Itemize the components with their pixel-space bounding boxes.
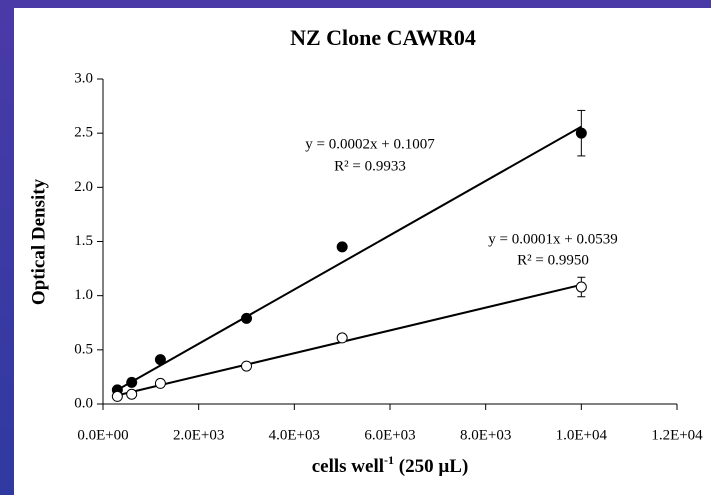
x-tick-label: 2.0E+03 — [173, 427, 224, 443]
x-tick-label: 6.0E+03 — [364, 427, 415, 443]
point — [154, 354, 166, 366]
point — [575, 281, 587, 293]
y-tick-label: 1.0 — [74, 287, 93, 303]
y-tick-label: 3.0 — [74, 70, 93, 86]
trendline — [116, 125, 582, 391]
y-tick-label: 0.0 — [74, 395, 93, 411]
chart-title: NZ Clone CAWR04 — [290, 25, 476, 50]
annotation: y = 0.0001x + 0.0539 — [488, 231, 617, 247]
y-tick-label: 0.5 — [74, 341, 93, 357]
point — [111, 390, 123, 402]
point — [241, 360, 252, 372]
x-axis-label: cells well-1 (250 µL) — [312, 453, 469, 478]
y-tick-label: 1.5 — [74, 233, 93, 249]
annotation: R² = 0.9950 — [517, 252, 589, 268]
x-tick-label: 8.0E+03 — [460, 427, 511, 443]
x-tick-label: 4.0E+03 — [269, 427, 320, 443]
point — [575, 127, 587, 139]
point — [126, 388, 138, 400]
x-tick-label: 1.0E+04 — [556, 427, 608, 443]
trendline — [117, 283, 582, 397]
y-tick-label: 2.0 — [74, 179, 93, 195]
y-axis-label: Optical Density — [28, 178, 49, 305]
x-tick-label: 1.2E+04 — [651, 427, 703, 443]
point — [336, 332, 348, 344]
annotation: R² = 0.9933 — [334, 158, 406, 174]
point — [241, 312, 252, 324]
point — [154, 377, 166, 389]
y-tick-label: 2.5 — [74, 125, 93, 141]
x-tick-label: 0.0E+00 — [77, 427, 128, 443]
point — [336, 241, 348, 253]
point — [126, 376, 138, 388]
annotation: y = 0.0002x + 0.1007 — [305, 136, 435, 152]
